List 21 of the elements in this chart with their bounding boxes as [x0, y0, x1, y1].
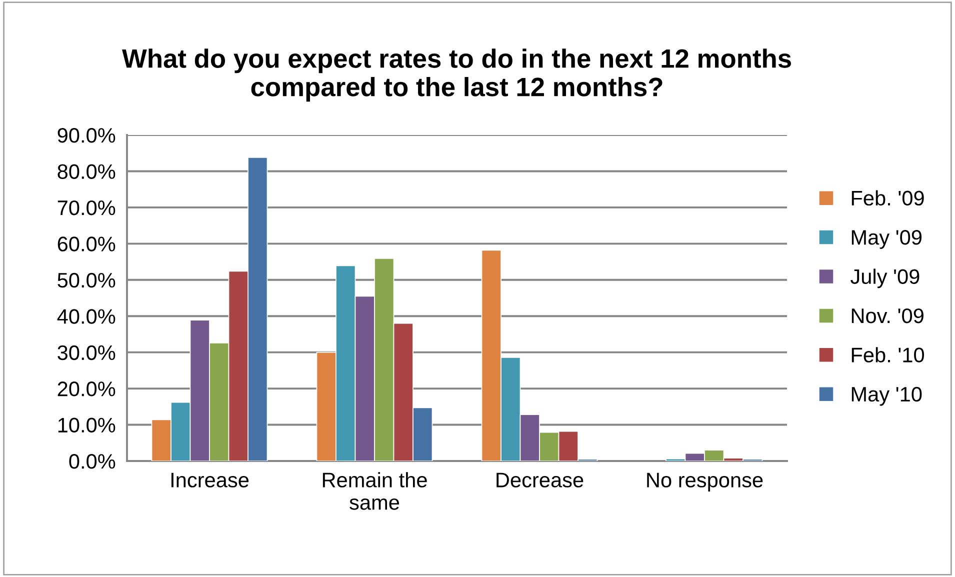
y-tick-label: 40.0%	[57, 309, 116, 324]
chart-title: What do you expect rates to do in the next 12 months compared to the last 12 months?	[122, 48, 791, 102]
x-tick-label: Increase	[171, 472, 249, 488]
y-tick-label: 70.0%	[58, 200, 116, 216]
x-tick-label: Decrease	[496, 472, 584, 488]
y-tick-label: 90.0%	[58, 128, 116, 143]
y-tick-label: 20.0%	[58, 382, 116, 396]
legend-label: May '09	[852, 230, 922, 249]
legend-label: May '10	[852, 386, 922, 406]
y-tick-label: 60.0%	[58, 236, 116, 252]
x-tick-label: Remain the same	[322, 472, 427, 510]
x-tick-label: No response	[647, 472, 763, 492]
legend-label: Nov. '09	[852, 308, 924, 324]
legend-label: July '09	[850, 268, 920, 288]
y-tick-label: 10.0%	[58, 418, 116, 433]
y-tick-label: 0.0%	[69, 454, 116, 469]
legend-label: Feb. '10	[852, 347, 924, 362]
y-tick-label: 30.0%	[58, 345, 116, 360]
y-tick-label: 80.0%	[58, 164, 116, 179]
legend-label: Feb. '09	[852, 190, 924, 206]
y-tick-label: 50.0%	[58, 272, 116, 288]
